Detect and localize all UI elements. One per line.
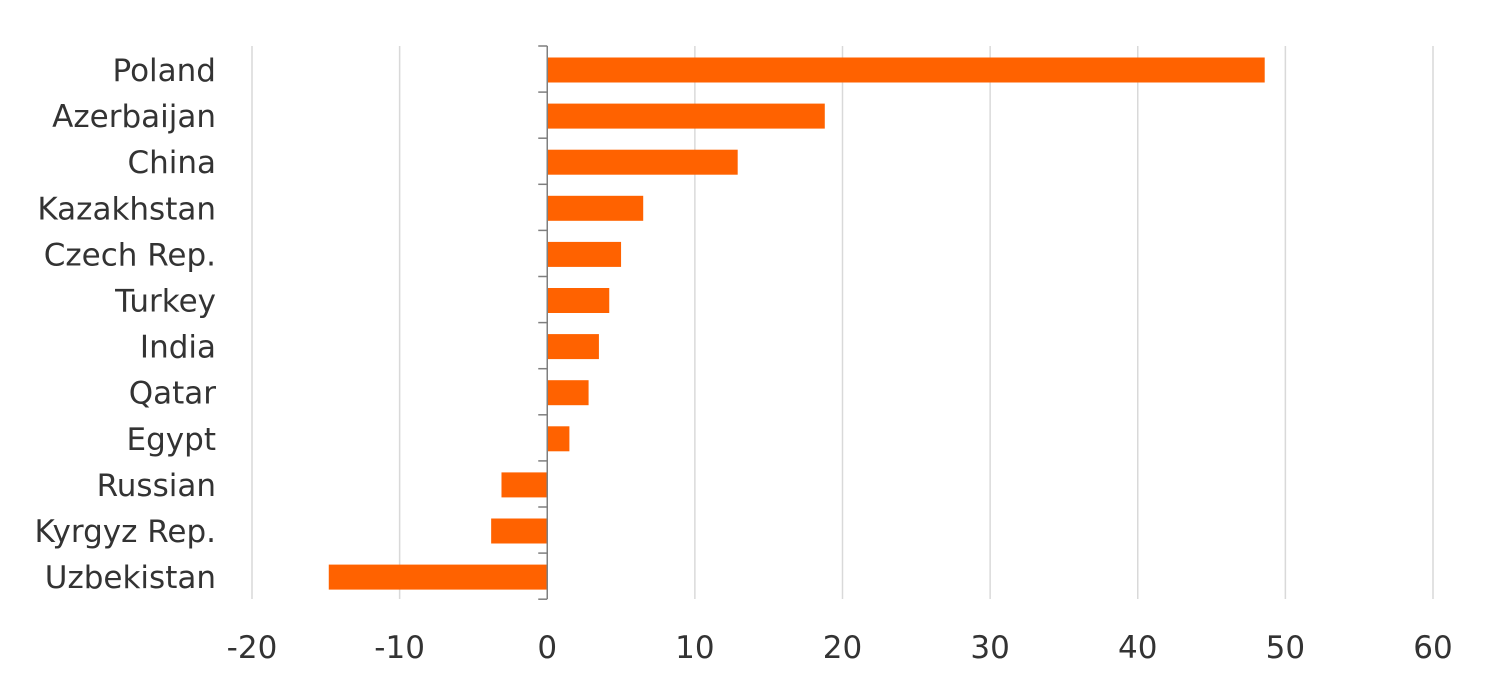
x-tick-label: 0 (537, 630, 557, 666)
bar-turkey (547, 288, 610, 313)
category-label: Russian (97, 468, 216, 504)
x-tick-label: 40 (1118, 630, 1157, 666)
bar-kyrgyz-rep (491, 518, 548, 544)
x-tick-label: 20 (823, 630, 862, 666)
axis-layer (538, 45, 548, 600)
x-tick-label: -20 (227, 630, 278, 666)
bar-china (547, 149, 738, 175)
category-label: Czech Rep. (44, 237, 216, 273)
bar-czech-rep (547, 241, 622, 267)
bar-uzbekistan (328, 564, 548, 590)
category-label: Kyrgyz Rep. (34, 514, 216, 550)
category-label: Poland (113, 53, 217, 89)
bar-egypt (547, 426, 570, 452)
x-tick-label: 10 (675, 630, 714, 666)
category-label: Uzbekistan (45, 560, 216, 596)
bar-russian (501, 472, 548, 498)
bar-azerbaijan (547, 103, 825, 129)
category-label: Turkey (114, 284, 216, 320)
labels-layer: -20 -10 0 10 20 30 40 50 60 Poland Azerbaijan China… (34, 53, 1452, 666)
category-label: Azerbaijan (52, 99, 216, 135)
bars-layer (328, 57, 1265, 590)
x-tick-label: -10 (374, 630, 425, 666)
category-label: China (127, 145, 216, 181)
x-tick-label: 50 (1266, 630, 1305, 666)
grid-layer (251, 46, 1434, 599)
bar-poland (547, 57, 1265, 83)
category-label: Kazakhstan (37, 191, 216, 227)
category-label: Egypt (127, 422, 216, 458)
category-label: India (140, 330, 216, 366)
x-tick-label: 30 (970, 630, 1009, 666)
x-tick-label: 60 (1413, 630, 1452, 666)
bar-qatar (547, 380, 589, 406)
bar-india (547, 334, 599, 360)
bar-kazakhstan (547, 195, 644, 221)
category-label: Qatar (129, 376, 217, 412)
